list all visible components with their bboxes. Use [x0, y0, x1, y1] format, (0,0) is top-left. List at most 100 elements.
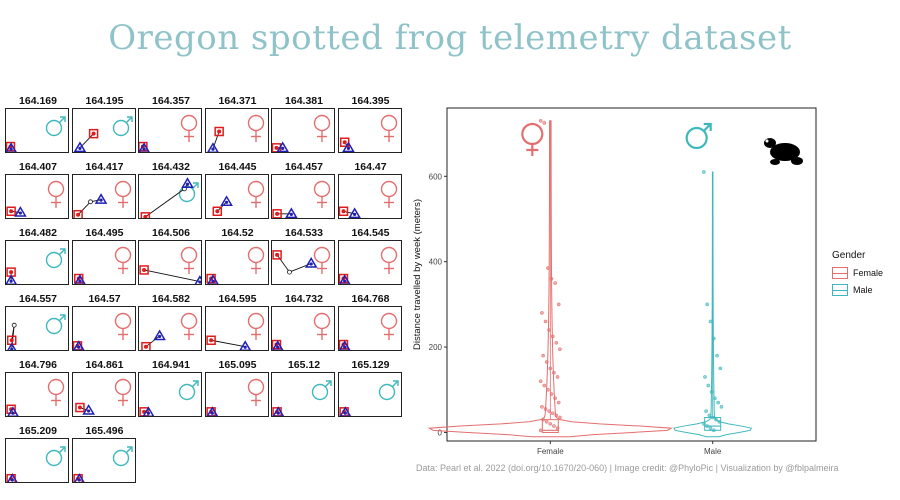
female-symbol-icon — [180, 312, 198, 340]
data-point — [704, 409, 708, 413]
start-square-icon — [338, 206, 348, 217]
end-dot — [198, 280, 201, 284]
track-line — [144, 269, 200, 283]
frog-track-panel — [271, 372, 335, 417]
female-symbol-icon — [180, 246, 198, 274]
female-symbol-icon — [114, 246, 131, 274]
end-triangle-icon — [338, 340, 350, 350]
panel-plot — [338, 312, 397, 350]
data-point — [556, 400, 561, 405]
male-symbol-icon — [45, 314, 66, 335]
end-triangle-icon — [219, 195, 233, 207]
frog-track-panel — [71, 306, 136, 351]
frog-track-panel — [5, 306, 69, 351]
panel-label: 164.432 — [152, 161, 190, 173]
frog-track-panel — [138, 108, 202, 153]
end-triangle-icon — [142, 406, 155, 416]
end-triangle-icon — [153, 329, 166, 341]
start-dot — [9, 209, 14, 214]
legend-key-male — [832, 284, 848, 296]
female-symbol-icon — [114, 378, 131, 406]
panel-label: 164.595 — [218, 293, 257, 305]
frog-track-panel — [337, 372, 402, 417]
end-dot — [210, 279, 215, 283]
panel-plot — [338, 180, 397, 218]
female-symbol-icon — [380, 246, 397, 274]
start-dot — [340, 209, 345, 214]
end-dot — [352, 212, 356, 216]
panel-plot — [272, 180, 331, 218]
end-dot — [146, 411, 151, 415]
start-square-icon — [213, 126, 224, 137]
end-dot — [210, 147, 215, 151]
panel-label: 164.482 — [19, 227, 57, 239]
start-dot — [208, 338, 213, 343]
panel-label: 164.169 — [19, 95, 57, 107]
start-square-icon — [338, 339, 348, 350]
panel-plot — [139, 114, 198, 152]
data-point — [556, 302, 561, 307]
data-point — [542, 383, 547, 388]
end-triangle-icon — [72, 340, 84, 350]
data-point — [555, 375, 560, 379]
start-square-icon — [72, 209, 83, 218]
end-dot — [11, 411, 15, 415]
plot-area — [446, 107, 817, 442]
frog-silhouette-icon — [764, 138, 803, 165]
panel-label: 164.395 — [351, 95, 390, 107]
panel-label: 164.445 — [218, 161, 257, 173]
female-symbol-icon — [47, 180, 65, 208]
start-square-icon — [139, 141, 148, 152]
panel-plot — [6, 446, 66, 482]
male-symbol-icon — [45, 116, 66, 137]
panel-plot — [72, 446, 133, 482]
data-point — [713, 396, 717, 401]
x-tick-label: Female — [537, 447, 564, 456]
frog-track-panel — [204, 108, 269, 153]
end-triangle-icon — [347, 207, 361, 218]
panel-label: 164.533 — [285, 227, 323, 239]
data-point — [705, 302, 710, 307]
end-triangle-icon — [6, 142, 17, 152]
data-point — [552, 424, 556, 428]
data-point — [540, 404, 544, 409]
panel-label: 164.545 — [351, 227, 390, 239]
frog-track-panel — [271, 108, 335, 153]
panel-plot — [206, 114, 264, 152]
frog-track-panel — [271, 306, 335, 351]
panel-label: 165.12 — [287, 359, 321, 371]
start-square-icon — [88, 128, 98, 139]
start-square-icon — [6, 404, 16, 415]
end-triangle-icon — [7, 342, 17, 350]
frog-track-panel — [138, 306, 202, 351]
end-dot — [86, 409, 90, 413]
track-line — [210, 339, 245, 348]
female-symbol-icon — [313, 246, 331, 274]
male-symbol-icon — [178, 182, 199, 203]
end-triangle-icon — [73, 274, 86, 284]
violin-male — [673, 170, 753, 438]
panel-label: 164.796 — [19, 359, 57, 371]
female-symbol-icon — [313, 312, 331, 340]
female-symbol-icon — [114, 180, 131, 208]
data-point — [558, 415, 562, 420]
female-symbol-icon — [247, 114, 264, 142]
page-title: Oregon spotted frog telemetry dataset — [108, 18, 792, 58]
panel-label: 165.209 — [19, 425, 57, 437]
end-dot — [224, 200, 228, 204]
data-point — [538, 379, 543, 384]
end-dot — [98, 198, 103, 202]
violin-outline — [673, 171, 753, 438]
end-dot — [158, 334, 162, 339]
legend-item-male: Male — [832, 283, 883, 297]
data-point — [714, 417, 718, 422]
legend-label-female: Female — [853, 268, 884, 278]
panel-plot — [205, 378, 264, 416]
female-symbol-icon — [380, 180, 397, 208]
start-dot — [9, 338, 14, 343]
data-point — [538, 118, 543, 123]
end-triangle-icon — [272, 340, 284, 350]
start-square-icon — [212, 206, 222, 217]
legend-key-female — [832, 267, 848, 279]
data-point — [540, 311, 544, 315]
